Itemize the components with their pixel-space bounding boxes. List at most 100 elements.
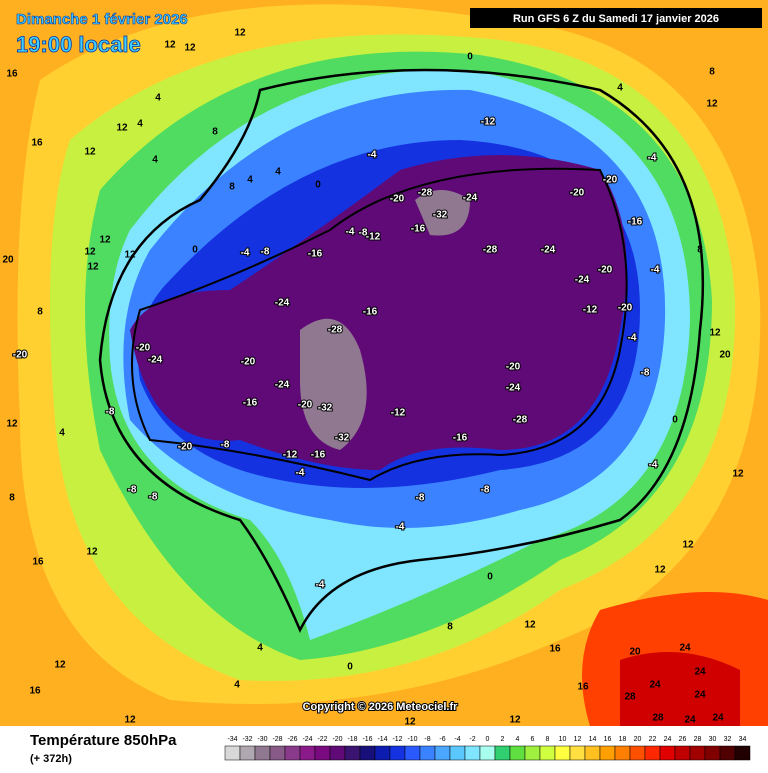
contour-label: -4: [628, 333, 637, 344]
colorbar-swatch: [734, 745, 751, 761]
contour-label: -20: [506, 362, 521, 373]
copyright: Copyright © 2026 Meteociel.fr: [303, 701, 459, 713]
contour-label: 8: [9, 493, 15, 504]
colorbar-label: 34: [739, 736, 747, 743]
colorbar-label: 22: [649, 736, 657, 743]
colorbar-swatch: [494, 745, 511, 761]
contour-label: 4: [617, 83, 623, 94]
colorbar-label: -30: [257, 736, 267, 743]
contour-label: -16: [243, 398, 258, 409]
contour-label: -12: [366, 232, 381, 243]
contour-label: -20: [598, 265, 613, 276]
contour-label: -20: [618, 303, 633, 314]
contour-label: -24: [275, 298, 290, 309]
colorbar-label: -18: [347, 736, 357, 743]
colorbar-swatch: [674, 745, 691, 761]
contour-label: 12: [116, 123, 128, 134]
colorbar-label: 6: [531, 736, 535, 743]
contour-label: 12: [86, 547, 98, 558]
colorbar-swatch: [524, 745, 541, 761]
contour-label: 28: [624, 692, 636, 703]
contour-label: -28: [483, 245, 498, 256]
colorbar-label: -6: [439, 736, 445, 743]
contour-label: 28: [652, 713, 664, 724]
contour-label: -32: [335, 433, 350, 444]
colorbar-swatch: [419, 745, 436, 761]
contour-label: -28: [418, 188, 433, 199]
contour-label: 12: [84, 247, 96, 258]
run-banner: [470, 8, 762, 28]
contour-label: -20: [570, 188, 585, 199]
contour-label: -4: [316, 580, 325, 591]
contour-label: -8: [261, 247, 270, 258]
contour-label: -24: [506, 383, 521, 394]
colorbar-swatch: [599, 745, 616, 761]
contour-label: 24: [679, 643, 691, 654]
colorbar-swatch: [659, 745, 676, 761]
date-label: Dimanche 1 février 2026: [16, 11, 188, 28]
colorbar-label: -14: [377, 736, 387, 743]
colorbar-label: 4: [516, 736, 520, 743]
contour-label: 4: [234, 680, 240, 691]
colorbar-label: 24: [664, 736, 672, 743]
run-label: Run GFS 6 Z du Samedi 17 janvier 2026: [513, 13, 719, 25]
contour-label: 8: [697, 245, 703, 256]
colorbar-label: -12: [392, 736, 402, 743]
colorbar-swatch: [239, 745, 256, 761]
contour-label: -20: [13, 350, 28, 361]
contour-label: 16: [6, 69, 18, 80]
contour-label: 12: [682, 540, 694, 551]
contour-label: -16: [311, 450, 326, 461]
colorbar-label: 0: [486, 736, 490, 743]
colorbar-label: -28: [272, 736, 282, 743]
colorbar-swatch: [509, 745, 526, 761]
contour-label: 12: [706, 99, 718, 110]
minus-twenty-isotherm: [131, 167, 628, 482]
contour-labels: -20 -24-24-28-16-24-28-32-28 -24-20-20-24-…: [2, 28, 744, 728]
hot-core: [620, 652, 740, 726]
contour-label: -16: [363, 307, 378, 318]
contour-label: 12: [164, 40, 176, 51]
colorbar-label: -22: [317, 736, 327, 743]
contour-label: 12: [654, 565, 666, 576]
colorbar-swatch: [479, 745, 496, 761]
contour-label: 8: [709, 67, 715, 78]
contour-label: 8: [229, 182, 235, 193]
contour-label: -32: [433, 210, 448, 221]
contour-label: -4: [649, 460, 658, 471]
contour-label: -8: [149, 492, 158, 503]
contour-label: -4: [651, 265, 660, 276]
contour-label: -8: [481, 485, 490, 496]
contour-label: -20: [603, 175, 618, 186]
contour-label: 0: [487, 572, 493, 583]
contour-label: 16: [29, 686, 41, 697]
contour-label: 4: [155, 93, 161, 104]
contour-label: 20: [719, 350, 731, 361]
contour-label: -12: [583, 305, 598, 316]
contour-label: 0: [315, 180, 321, 191]
contour-label: -8: [221, 440, 230, 451]
colorbar-swatch: [359, 745, 376, 761]
contour-label: -4: [296, 468, 305, 479]
contour-label: 16: [31, 138, 43, 149]
footer-title: Température 850hPa: [30, 732, 177, 749]
contour-label: 16: [577, 682, 589, 693]
contour-label: 12: [124, 715, 136, 726]
contour-label: -16: [308, 249, 323, 260]
contour-label: 12: [99, 235, 111, 246]
contour-label: 16: [32, 557, 44, 568]
colorbar-label: -32: [242, 736, 252, 743]
contour-label: 12: [184, 43, 196, 54]
contour-label: 16: [549, 644, 561, 655]
contour-label: -24: [463, 193, 478, 204]
contour-label: -28: [513, 415, 528, 426]
colorbar-label: 12: [574, 736, 582, 743]
contour-label: 24: [649, 680, 661, 691]
contour-label: -12: [283, 450, 298, 461]
colorbar-swatch: [719, 745, 736, 761]
colorbar-swatch: [644, 745, 661, 761]
contour-label: -8: [128, 485, 137, 496]
contour-label: 12: [84, 147, 96, 158]
contour-label: 12: [709, 328, 721, 339]
